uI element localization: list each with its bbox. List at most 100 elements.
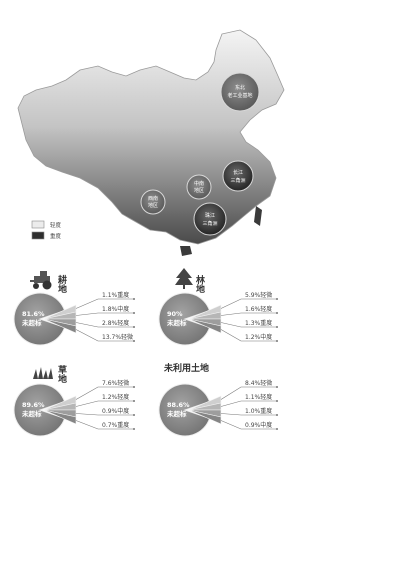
leader-dot [276,312,278,314]
slice-label: 7.6%轻微 [102,379,129,387]
leader-line [220,420,277,430]
pie-main-slice [13,292,66,346]
leader-dot [276,400,278,402]
leader-dot [276,298,278,300]
pie-main-label: 未超标 [22,318,42,327]
panel-title-char: 草 [58,364,67,376]
china-map [17,29,285,256]
pie-main-percent: 89.6% [22,401,45,409]
panel-title-char: 林 [196,274,206,286]
tractor-icon [30,271,52,290]
legend-light-label: 轻度 [50,221,62,229]
leader-dot [133,400,135,402]
slice-label: 1.1%重度 [102,291,129,299]
region-pearl-delta: 珠江 三角洲 [193,202,227,236]
pie-panel-4: 未利用土地 88.6%未超标 8.4%轻微 1.1%轻度 1.0%重度 0.9%中度 [158,362,278,437]
panel-title-char: 地 [58,283,67,295]
region-yangtze-delta: 长江 三角洲 [222,160,254,192]
region-pearl-line2: 三角洲 [202,220,217,227]
leader-dot [133,312,135,314]
slice-label: 1.0%重度 [245,407,272,415]
region-southwest-line1: 西南 [148,195,158,202]
leader-dot [276,414,278,416]
leader-line [75,413,134,416]
leader-dot [276,326,278,328]
slice-label: 0.7%重度 [102,421,129,429]
leader-dot [133,326,135,328]
taiwan-island [254,206,262,226]
slice-label: 1.8%中度 [102,305,129,313]
region-pearl-line1: 珠江 [205,212,215,219]
leader-line [75,298,134,309]
panel-title-char: 地 [196,283,205,295]
pie-panel-1: 耕地 81.6%未超标 1.1%重度 1.8%中度 2.8%轻度 13.7%轻微 [13,274,135,346]
tree-icon [175,268,193,289]
slice-label: 1.3%重度 [245,319,272,327]
leader-line [220,329,277,342]
pie-panel-2: 林地 90%未超标 5.9%轻微 1.6%轻度 1.3%重度 1.2%中度 [158,274,278,346]
leader-dot [276,386,278,388]
slice-label: 8.4%轻微 [245,379,272,387]
slice-label: 2.8%轻度 [102,319,129,327]
leader-line [75,329,134,342]
region-southwest-line2: 地区 [148,202,158,209]
leader-line [75,400,134,407]
region-northeast-line1: 东北 [235,84,245,91]
pie-main-slice [158,383,211,437]
slice-label: 0.9%中度 [245,421,272,429]
leader-dot [276,428,278,430]
leader-dot [133,340,135,342]
slice-label: 13.7%轻微 [102,333,133,341]
leader-line [220,312,277,316]
legend-heavy-label: 重度 [50,232,62,240]
leader-line [75,420,134,430]
legend-light-swatch [31,220,45,229]
region-yangtze-line1: 长江 [233,169,243,176]
leader-line [75,322,134,328]
pie-main-percent: 90% [167,310,183,318]
hainan-island [180,246,192,256]
leader-dot [133,428,135,430]
leader-line [75,386,134,400]
pie-panels: 耕地81.6%未超标1.1%重度1.8%中度2.8%轻度13.7%轻微林地90%… [13,274,278,437]
pie-main-label: 未超标 [167,409,187,418]
pie-panel-3: 草地 89.6%未超标 7.6%轻微 1.2%轻度 0.9%中度 0.7%重度 [13,364,135,437]
panel-title-char: 耕 [58,274,67,286]
region-central-south-line2: 地区 [194,187,204,194]
leader-line [220,386,277,400]
pie-main-label: 未超标 [167,318,187,327]
slice-label: 1.6%轻度 [245,305,272,313]
grass-icon [33,367,53,379]
region-yangtze-line2: 三角洲 [230,177,245,184]
map-legend: 轻度 重度 [31,220,62,240]
leader-line [220,298,277,309]
pie-main-slice [158,292,211,346]
panel-title-char: 地 [58,373,67,385]
slice-label: 1.1%轻度 [245,393,272,401]
pie-main-label: 未超标 [22,409,42,418]
panel-title: 未利用土地 [163,362,209,374]
region-northeast: 东北 老工业基地 [220,72,260,112]
region-southwest: 西南 地区 [140,189,166,215]
leader-line [220,413,277,416]
slice-label: 0.9%中度 [102,407,129,415]
slice-label: 5.9%轻微 [245,291,272,299]
region-northeast-line2: 老工业基地 [227,92,252,99]
slice-label: 1.2%轻度 [102,393,129,401]
leader-line [75,312,134,316]
leader-dot [276,340,278,342]
slice-label: 1.2%中度 [245,333,272,341]
leader-line [220,400,277,407]
pie-main-percent: 88.6% [167,401,190,409]
leader-dot [133,298,135,300]
leader-dot [133,414,135,416]
china-map-outline [17,29,285,245]
leader-dot [133,386,135,388]
leader-line [220,322,277,328]
pie-main-slice [13,383,66,437]
region-central-south: 中南 地区 [186,174,212,200]
pie-main-percent: 81.6% [22,310,45,318]
legend-heavy-swatch [31,231,45,240]
region-central-south-line1: 中南 [194,180,204,187]
